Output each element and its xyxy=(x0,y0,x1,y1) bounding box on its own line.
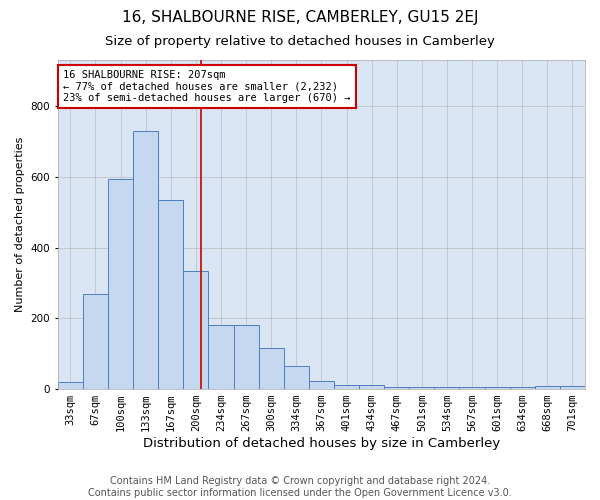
Bar xyxy=(158,200,184,389)
Bar xyxy=(259,348,284,389)
X-axis label: Distribution of detached houses by size in Camberley: Distribution of detached houses by size … xyxy=(143,437,500,450)
Text: 16 SHALBOURNE RISE: 207sqm
← 77% of detached houses are smaller (2,232)
23% of s: 16 SHALBOURNE RISE: 207sqm ← 77% of deta… xyxy=(63,70,350,103)
Text: 16, SHALBOURNE RISE, CAMBERLEY, GU15 2EJ: 16, SHALBOURNE RISE, CAMBERLEY, GU15 2EJ xyxy=(122,10,478,25)
Bar xyxy=(560,386,585,389)
Bar xyxy=(334,385,359,389)
Text: Contains HM Land Registry data © Crown copyright and database right 2024.
Contai: Contains HM Land Registry data © Crown c… xyxy=(88,476,512,498)
Bar xyxy=(233,326,259,389)
Bar xyxy=(485,388,509,389)
Bar xyxy=(58,382,83,389)
Bar xyxy=(409,388,434,389)
Bar xyxy=(108,178,133,389)
Bar xyxy=(284,366,309,389)
Bar xyxy=(208,326,233,389)
Bar xyxy=(184,270,208,389)
Text: Size of property relative to detached houses in Camberley: Size of property relative to detached ho… xyxy=(105,35,495,48)
Bar xyxy=(309,382,334,389)
Bar xyxy=(434,388,460,389)
Bar xyxy=(535,386,560,389)
Bar xyxy=(359,385,384,389)
Bar xyxy=(83,294,108,389)
Bar xyxy=(460,388,485,389)
Bar xyxy=(509,388,535,389)
Y-axis label: Number of detached properties: Number of detached properties xyxy=(15,137,25,312)
Bar xyxy=(384,388,409,389)
Bar xyxy=(133,131,158,389)
